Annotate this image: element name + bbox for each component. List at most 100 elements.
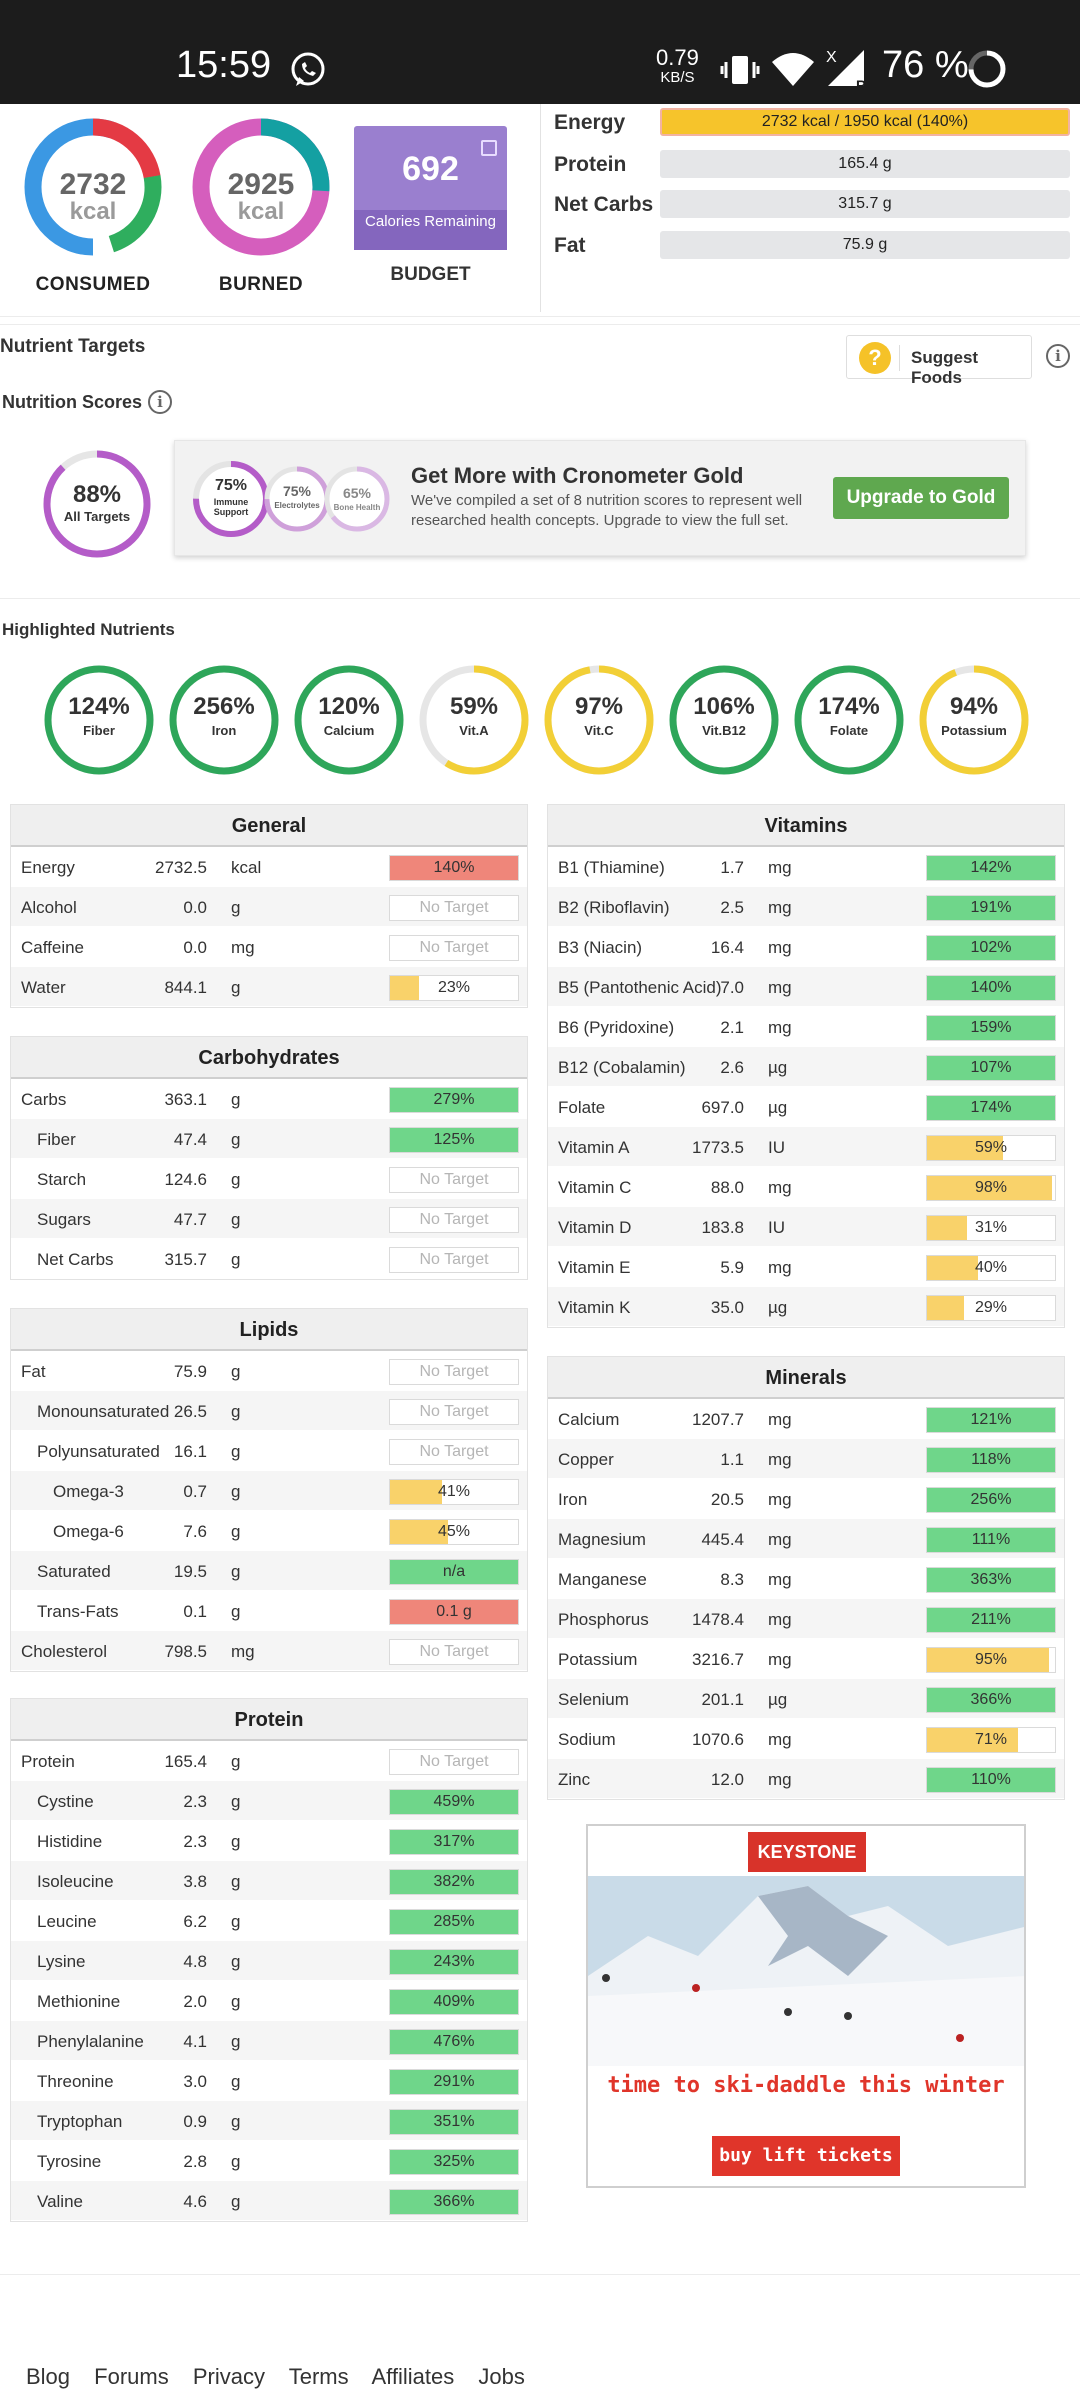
nutrient-row[interactable]: Sodium 1070.6 mg 71% — [548, 1719, 1064, 1759]
footer-link-jobs[interactable]: Jobs — [478, 2364, 525, 2389]
nutrient-row[interactable]: Folate 697.0 µg 174% — [548, 1087, 1064, 1127]
progress-label: No Target — [419, 1403, 489, 1420]
nutrient-row[interactable]: Tryptophan 0.9 g 351% — [11, 2101, 527, 2141]
nutrient-row[interactable]: Phenylalanine 4.1 g 476% — [11, 2021, 527, 2061]
highlight-potassium[interactable]: 94% Potassium — [917, 663, 1031, 777]
nutrient-row[interactable]: Isoleucine 3.8 g 382% — [11, 1861, 527, 1901]
nutrient-row[interactable]: B1 (Thiamine) 1.7 mg 142% — [548, 847, 1064, 887]
nutrient-name: Phenylalanine — [37, 2032, 144, 2051]
footer-link-terms[interactable]: Terms — [288, 2364, 349, 2389]
nutrient-row[interactable]: Trans-Fats 0.1 g 0.1 g — [11, 1591, 527, 1631]
nutrient-row[interactable]: Vitamin K 35.0 µg 29% — [548, 1287, 1064, 1327]
nutrient-row[interactable]: Fat 75.9 g No Target — [11, 1351, 527, 1391]
panel-title: Protein — [11, 1699, 527, 1741]
progress-fill — [390, 2150, 518, 2174]
advertisement[interactable]: KEYSTONE time to ski-daddle this winter … — [586, 1824, 1026, 2188]
nutrient-row[interactable]: Iron 20.5 mg 256% — [548, 1479, 1064, 1519]
macro-fat[interactable]: Fat 75.9 g — [554, 231, 1080, 261]
buy-lift-tickets-button[interactable]: buy lift tickets > — [712, 2136, 900, 2186]
nutrient-row[interactable]: Vitamin A 1773.5 IU 59% — [548, 1127, 1064, 1167]
nutrient-row[interactable]: Polyunsaturated 16.1 g No Target — [11, 1431, 527, 1471]
nutrient-row[interactable]: Omega-3 0.7 g 41% — [11, 1471, 527, 1511]
keystone-logo: KEYSTONE — [748, 1832, 866, 1872]
suggest-foods-button[interactable]: ? Suggest Foods — [846, 335, 1032, 387]
nutrient-row[interactable]: Potassium 3216.7 mg 95% — [548, 1639, 1064, 1679]
highlight-vit-b12[interactable]: 106% Vit.B12 — [667, 663, 781, 777]
macro-protein[interactable]: Protein 165.4 g — [554, 150, 1080, 180]
nutrient-row[interactable]: Phosphorus 1478.4 mg 211% — [548, 1599, 1064, 1639]
nutrient-unit: µg — [768, 1058, 788, 1077]
nutrient-row[interactable]: B2 (Riboflavin) 2.5 mg 191% — [548, 887, 1064, 927]
nutrient-row[interactable]: B6 (Pyridoxine) 2.1 mg 159% — [548, 1007, 1064, 1047]
highlight-iron[interactable]: 256% Iron — [167, 663, 281, 777]
nutrient-row[interactable]: Calcium 1207.7 mg 121% — [548, 1399, 1064, 1439]
nutrient-row[interactable]: Methionine 2.0 g 409% — [11, 1981, 527, 2021]
nutrient-row[interactable]: Water 844.1 g 23% — [11, 967, 527, 1007]
nutrient-row[interactable]: Monounsaturated 26.5 g No Target — [11, 1391, 527, 1431]
nutrient-row[interactable]: B3 (Niacin) 16.4 mg 102% — [548, 927, 1064, 967]
nutrient-row[interactable]: Cholesterol 798.5 mg No Target — [11, 1631, 527, 1671]
nutrient-amount: 2.6 — [720, 1058, 744, 1077]
nutrient-row[interactable]: Caffeine 0.0 mg No Target — [11, 927, 527, 967]
nutrient-row[interactable]: B5 (Pantothenic Acid) 7.0 mg 140% — [548, 967, 1064, 1007]
highlight-vit-c[interactable]: 97% Vit.C — [542, 663, 656, 777]
nutrient-row[interactable]: Carbs 363.1 g 279% — [11, 1079, 527, 1119]
nutrient-row[interactable]: Vitamin D 183.8 IU 31% — [548, 1207, 1064, 1247]
nutrient-row[interactable]: Valine 4.6 g 366% — [11, 2181, 527, 2221]
info-icon[interactable]: i — [148, 390, 172, 414]
nutrient-row[interactable]: Cystine 2.3 g 459% — [11, 1781, 527, 1821]
nutrient-row[interactable]: Vitamin E 5.9 mg 40% — [548, 1247, 1064, 1287]
nutrient-amount: 2.3 — [183, 1832, 207, 1851]
footer-link-blog[interactable]: Blog — [26, 2364, 71, 2389]
info-icon[interactable]: i — [1046, 344, 1070, 368]
highlight-fiber[interactable]: 124% Fiber — [42, 663, 156, 777]
nutrient-row[interactable]: Omega-6 7.6 g 45% — [11, 1511, 527, 1551]
nutrient-row[interactable]: Selenium 201.1 µg 366% — [548, 1679, 1064, 1719]
all-targets-score[interactable]: 88% All Targets — [40, 447, 154, 561]
nutrient-row[interactable]: Sugars 47.7 g No Target — [11, 1199, 527, 1239]
nutrient-row[interactable]: Histidine 2.3 g 317% — [11, 1821, 527, 1861]
nutrient-amount: 1.1 — [720, 1450, 744, 1469]
target-progress-bar: 95% — [926, 1647, 1056, 1673]
progress-label: 211% — [971, 1611, 1011, 1628]
nutrient-row[interactable]: Saturated 19.5 g n/a — [11, 1551, 527, 1591]
mini-score-value: 75% — [282, 483, 312, 499]
mini-score-value: 65% — [342, 485, 372, 501]
highlight-folate[interactable]: 174% Folate — [792, 663, 906, 777]
nutrient-ring — [544, 665, 654, 775]
upgrade-to-gold-button[interactable]: Upgrade to Gold — [833, 477, 1009, 519]
nutrient-row[interactable]: Manganese 8.3 mg 363% — [548, 1559, 1064, 1599]
footer-link-privacy[interactable]: Privacy — [192, 2364, 265, 2389]
nutrient-row[interactable]: Leucine 6.2 g 285% — [11, 1901, 527, 1941]
target-progress-bar: 243% — [389, 1949, 519, 1975]
macro-net-carbs[interactable]: Net Carbs 315.7 g — [554, 190, 1080, 220]
nutrient-row[interactable]: Threonine 3.0 g 291% — [11, 2061, 527, 2101]
nutrient-ring — [169, 665, 279, 775]
nutrient-row[interactable]: Starch 124.6 g No Target — [11, 1159, 527, 1199]
nutrient-row[interactable]: Lysine 4.8 g 243% — [11, 1941, 527, 1981]
nutrient-amount: 798.5 — [164, 1642, 207, 1661]
nutrient-row[interactable]: Protein 165.4 g No Target — [11, 1741, 527, 1781]
budget-card[interactable]: 692 Calories Remaining — [354, 126, 507, 250]
nutrient-row[interactable]: Copper 1.1 mg 118% — [548, 1439, 1064, 1479]
target-progress-bar: No Target — [389, 1167, 519, 1193]
nutrient-row[interactable]: Alcohol 0.0 g No Target — [11, 887, 527, 927]
nutrient-row[interactable]: B12 (Cobalamin) 2.6 µg 107% — [548, 1047, 1064, 1087]
burned-ring[interactable]: 2925 kcal BURNED — [186, 112, 336, 302]
consumed-ring[interactable]: 2732 kcal CONSUMED — [18, 112, 168, 302]
nutrient-label: Vit.B12 — [702, 723, 746, 738]
nutrient-row[interactable]: Vitamin C 88.0 mg 98% — [548, 1167, 1064, 1207]
nutrient-row[interactable]: Energy 2732.5 kcal 140% — [11, 847, 527, 887]
macro-energy[interactable]: Energy 2732 kcal / 1950 kcal (140%) — [554, 108, 1080, 138]
highlight-calcium[interactable]: 120% Calcium — [292, 663, 406, 777]
calendar-icon[interactable] — [481, 140, 497, 156]
nutrient-row[interactable]: Fiber 47.4 g 125% — [11, 1119, 527, 1159]
nutrient-row[interactable]: Tyrosine 2.8 g 325% — [11, 2141, 527, 2181]
nutrient-row[interactable]: Zinc 12.0 mg 110% — [548, 1759, 1064, 1799]
nutrient-row[interactable]: Net Carbs 315.7 g No Target — [11, 1239, 527, 1279]
highlight-vit-a[interactable]: 59% Vit.A — [417, 663, 531, 777]
footer-link-forums[interactable]: Forums — [94, 2364, 169, 2389]
footer-link-affiliates[interactable]: Affiliates — [371, 2364, 455, 2389]
nutrient-row[interactable]: Magnesium 445.4 mg 111% — [548, 1519, 1064, 1559]
nutrient-percent: 174% — [818, 693, 880, 720]
